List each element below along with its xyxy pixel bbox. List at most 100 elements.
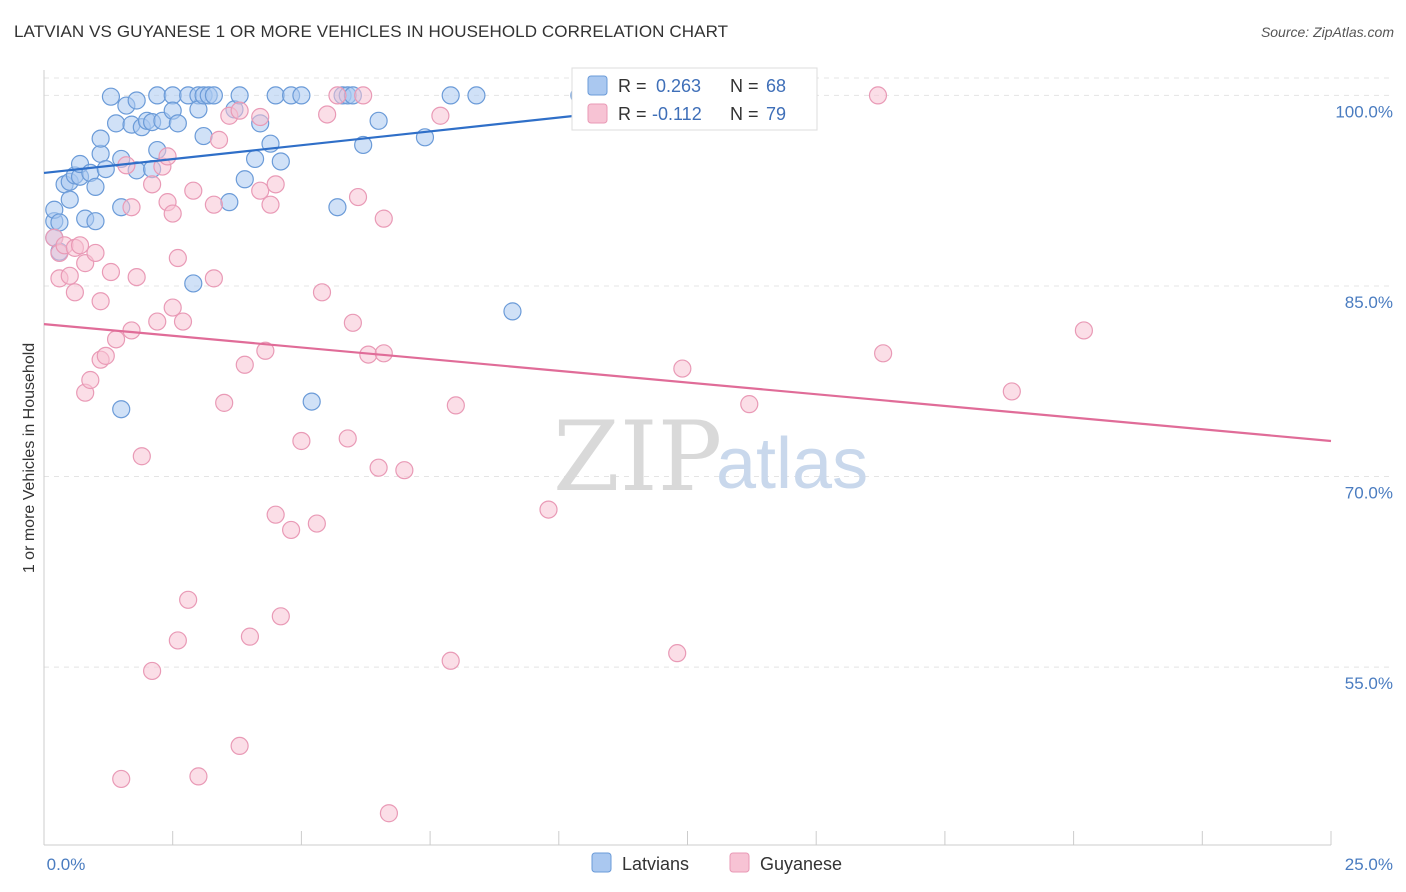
latvians-point (50, 213, 69, 232)
y-axis-label: 1 or more Vehicles in Household (21, 343, 38, 573)
guyanese-point (668, 644, 687, 663)
guyanese-point (431, 106, 450, 125)
watermark-zip: ZIP (553, 401, 722, 513)
guyanese-point (143, 661, 162, 681)
trendlines (43, 94, 1332, 443)
guyanese-point (256, 341, 275, 360)
guyanese-point (1074, 321, 1093, 340)
bottom-legend-guyanese: Guyanese (760, 854, 842, 874)
guyanese-point (184, 181, 203, 200)
y-tick-label: 85.0% (1345, 293, 1393, 312)
legend-n-value-latvians: 68 (766, 76, 786, 96)
guyanese-point (282, 520, 301, 540)
bottom-legend-swatch-guyanese (729, 852, 750, 873)
bottom-legend-swatch-latvians (591, 852, 612, 873)
latvians-point (271, 152, 290, 171)
guyanese-point (318, 105, 337, 124)
source-credit: Source: ZipAtlas.com (1260, 24, 1394, 40)
guyanese-point (874, 344, 893, 363)
guyanese-point (348, 187, 368, 207)
latvians-point (328, 198, 347, 217)
guyanese-point (189, 767, 208, 786)
legend-box: R = 0.263 N = 68 R = -0.112 N = 79 (571, 67, 818, 131)
guyanese-point (235, 355, 254, 374)
guyanese-point (143, 175, 162, 194)
guyanese-point (204, 195, 223, 214)
guyanese-point (106, 330, 126, 349)
guyanese-point (173, 312, 193, 331)
legend-swatch-latvians (587, 75, 608, 96)
guyanese-point (251, 107, 270, 127)
guyanese-point (60, 266, 79, 285)
latvians-point (441, 86, 460, 105)
latvians-point (354, 135, 373, 155)
latvians-point (194, 126, 213, 146)
guyanese-point (328, 86, 347, 105)
y-tick-label: 100.0% (1335, 102, 1393, 121)
guyanese-point (132, 447, 151, 466)
latvians-point (467, 86, 486, 105)
latvians-point (184, 274, 203, 293)
legend-r-value-latvians: 0.263 (656, 76, 701, 96)
guyanese-point (868, 86, 888, 105)
guyanese-point (395, 461, 414, 480)
latvians-point (127, 91, 146, 110)
guyanese-point (127, 267, 146, 287)
guyanese-point (446, 396, 465, 415)
latvians-point (101, 87, 121, 106)
watermark-atlas: atlas (716, 424, 868, 504)
guyanese-point (91, 292, 110, 311)
legend-r-label-guyanese: R = (618, 104, 647, 124)
guyanese-point (240, 627, 260, 646)
guyanese-point (1002, 382, 1021, 401)
latvians-point (245, 149, 265, 169)
latvians-point (86, 212, 105, 231)
watermark: ZIP atlas (553, 401, 868, 513)
guyanese-point (539, 500, 558, 519)
x-axis-ticks (43, 831, 1332, 845)
latvians-point (503, 302, 522, 321)
y-axis-tick-labels: 100.0% 85.0% 70.0% 55.0% (1335, 102, 1393, 693)
latvians-point (112, 400, 131, 419)
guyanese-point (230, 101, 249, 120)
guyanese-point (163, 204, 182, 223)
latvians-point (106, 114, 126, 133)
chart-title: LATVIAN VS GUYANESE 1 OR MORE VEHICLES I… (14, 22, 729, 41)
legend-r-label-latvians: R = (618, 76, 647, 96)
latvians-point (369, 111, 388, 130)
bottom-legend-latvians: Latvians (622, 854, 689, 874)
guyanese-point (292, 431, 311, 451)
latvians-point (230, 86, 249, 105)
guyanese-point (204, 269, 223, 288)
guyanese-point (266, 175, 285, 194)
x-tick-label-max: 25.0% (1345, 855, 1393, 874)
y-tick-label: 70.0% (1345, 484, 1393, 503)
guyanese-point (122, 198, 141, 217)
legend-n-label-latvians: N = (730, 76, 759, 96)
guyanese-point (86, 243, 105, 263)
guyanese-point (251, 181, 270, 200)
latvians-point (86, 177, 105, 196)
legend-swatch-guyanese (587, 103, 608, 124)
guyanese-point (96, 346, 115, 365)
bottom-legend: Latvians Guyanese (591, 852, 842, 874)
guyanese-point (312, 283, 332, 302)
legend-n-value-guyanese: 79 (766, 104, 786, 124)
guyanese-point (374, 209, 393, 228)
guyanese-point (101, 262, 121, 282)
guyanese-point (266, 505, 285, 524)
guyanese-point (379, 804, 399, 823)
latvians-point (91, 129, 110, 148)
x-tick-label-min: 0.0% (47, 855, 86, 874)
guyanese-point (271, 607, 290, 626)
guyanese-point (230, 736, 249, 756)
latvians-point (204, 86, 223, 105)
guyanese-point (148, 312, 167, 331)
latvians-point (148, 86, 167, 105)
legend-n-label-guyanese: N = (730, 104, 759, 124)
latvians-point (266, 86, 285, 105)
guyanese-point (369, 458, 388, 477)
guyanese-point (343, 313, 362, 332)
latvians-point (302, 392, 321, 411)
